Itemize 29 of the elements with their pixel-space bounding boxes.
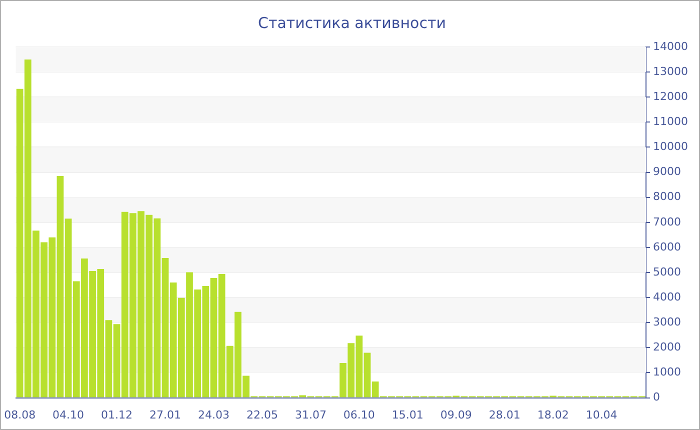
y-tick-label: 10000 [653, 140, 688, 154]
x-tick-label: 04.10 [52, 408, 84, 422]
x-tick-label: 27.01 [150, 408, 182, 422]
x-tick-label: 18.02 [537, 408, 569, 422]
y-tick-label: 14000 [653, 40, 688, 53]
x-tick-label: 15.01 [392, 408, 424, 422]
y-tick-label: 4000 [653, 290, 682, 304]
y-tick-label: 13000 [653, 64, 688, 78]
y-tick-label: 0 [653, 390, 660, 404]
y-tick-label: 9000 [653, 165, 682, 178]
x-tick-label: 22.05 [246, 408, 278, 422]
x-tick-label: 01.12 [101, 408, 133, 422]
x-tick-label: 31.07 [294, 408, 326, 422]
y-tick-label: 3000 [653, 315, 682, 328]
y-tick-label: 1000 [653, 366, 682, 379]
x-tick-label: 10.04 [586, 408, 618, 422]
y-tick-label: 7000 [653, 215, 682, 228]
x-tick-label: 28.01 [488, 408, 520, 422]
y-tick-label: 2000 [653, 340, 682, 354]
y-tick-label: 12000 [653, 90, 688, 103]
x-tick-label: 08.08 [4, 408, 36, 422]
y-tick-label: 5000 [653, 265, 682, 278]
y-tick-label: 11000 [653, 115, 688, 128]
y-tick-label: 6000 [653, 240, 682, 254]
chart-title: Статистика активности [258, 14, 446, 32]
x-tick-label: 24.03 [198, 408, 230, 422]
x-tick-label: 06.10 [343, 408, 375, 422]
x-tick-label: 09.09 [440, 408, 472, 422]
y-tick-label: 8000 [653, 190, 682, 204]
